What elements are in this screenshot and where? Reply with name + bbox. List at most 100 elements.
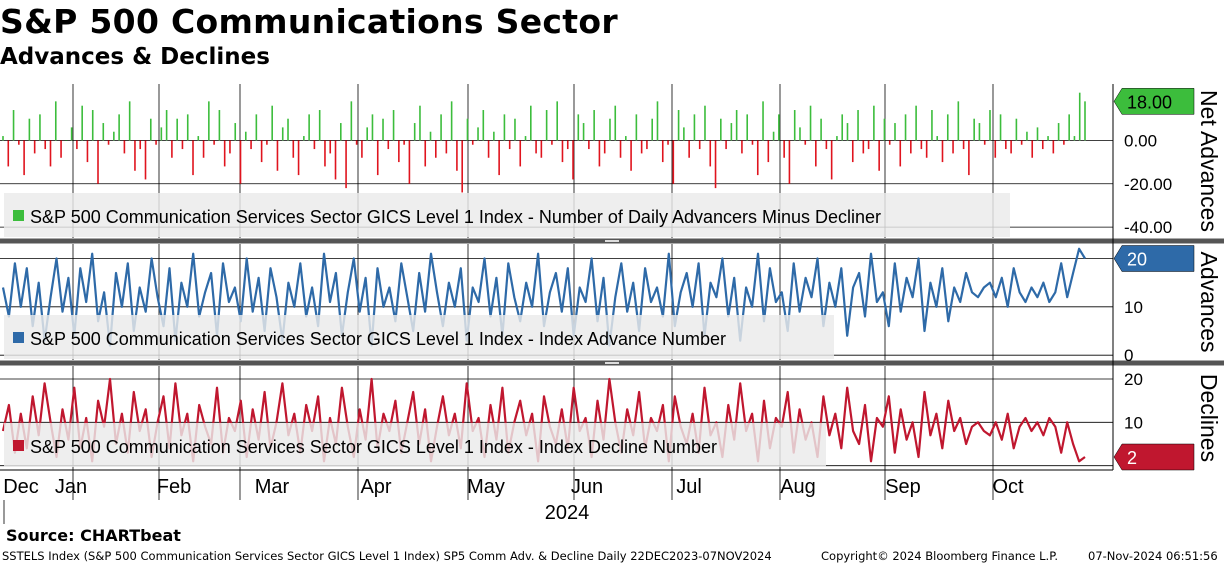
net-bar: [44, 140, 47, 150]
net-bar: [308, 114, 310, 141]
net-bar: [498, 140, 500, 176]
net-bar: [260, 140, 263, 163]
panel-resize-handle: [605, 240, 619, 242]
net-bar: [836, 136, 838, 141]
x-month-label: Jun: [571, 476, 603, 498]
net-bar: [7, 140, 10, 167]
net-bar: [878, 140, 880, 171]
net-bar: [688, 140, 690, 158]
net-bar: [572, 140, 574, 180]
net-bar: [741, 140, 743, 154]
net-bar: [60, 140, 62, 158]
last-value-label: 2: [1127, 448, 1137, 468]
net-bar: [551, 140, 553, 145]
net-bar: [651, 118, 653, 141]
net-bar: [366, 127, 368, 141]
net-bar: [1010, 140, 1012, 154]
net-bar: [102, 123, 105, 141]
net-bar: [339, 123, 342, 141]
net-bar: [978, 123, 981, 141]
net-bar: [313, 140, 316, 150]
net-bar: [920, 140, 923, 150]
net-bar: [619, 140, 622, 158]
net-bar: [672, 140, 675, 184]
legend-label: S&P 500 Communication Services Sector GI…: [30, 207, 881, 227]
net-bar: [324, 140, 326, 167]
net-bar: [91, 110, 94, 141]
last-value-tag: [1113, 88, 1195, 115]
net-bar: [345, 140, 347, 189]
net-bar: [408, 140, 411, 184]
net-bar: [435, 140, 437, 158]
net-bar: [1063, 140, 1065, 145]
legend-box: [4, 193, 1010, 237]
net-bar: [440, 114, 442, 141]
net-bar: [350, 101, 353, 141]
net-bar: [392, 110, 395, 141]
net-bar: [609, 118, 611, 141]
net-bar: [841, 114, 844, 141]
net-bar: [994, 140, 997, 158]
footer-copyright: Copyright© 2024 Bloomberg Finance L.P.: [821, 549, 1058, 563]
net-bar: [382, 118, 384, 141]
footer-timestamp: 07-Nov-2024 06:51:56: [1088, 549, 1218, 563]
y-tick-label: -40.00: [1124, 218, 1172, 237]
net-bar: [577, 114, 580, 141]
net-bar: [804, 140, 807, 145]
net-bar: [218, 110, 221, 141]
net-bar: [946, 114, 949, 141]
net-bar: [1026, 131, 1028, 141]
net-bar: [1073, 136, 1076, 141]
x-month-label: May: [467, 476, 505, 498]
net-bar: [614, 105, 617, 141]
legend-box: [4, 315, 834, 359]
net-bar: [704, 105, 706, 141]
chart-subtitle: Advances & Declines: [0, 44, 270, 70]
net-bar: [661, 140, 664, 163]
net-bar: [250, 140, 252, 150]
source-label: Source: CHARTbeat: [6, 526, 181, 545]
net-bar: [287, 118, 289, 141]
net-bar: [361, 140, 363, 158]
net-bar: [181, 140, 184, 150]
x-month-label: Jul: [676, 476, 702, 498]
net-bar: [271, 105, 273, 141]
net-bar: [825, 140, 828, 150]
net-bar: [820, 118, 822, 141]
net-bar: [646, 140, 648, 150]
net-bar: [888, 140, 891, 145]
net-bar: [318, 110, 321, 141]
net-bar: [165, 110, 168, 141]
legend-box: [4, 423, 826, 467]
x-month-label: Mar: [255, 476, 290, 498]
net-bar: [176, 118, 178, 141]
net-bar: [461, 140, 463, 193]
net-bar: [134, 140, 136, 171]
net-bar: [1031, 140, 1034, 158]
net-bar: [519, 140, 522, 167]
net-bar: [387, 140, 390, 150]
net-bar: [788, 140, 791, 184]
net-bar: [735, 110, 738, 141]
net-bar: [503, 114, 506, 141]
last-value-label: 18.00: [1127, 92, 1172, 112]
net-bar: [97, 140, 99, 184]
net-bar: [171, 140, 173, 158]
net-bar: [186, 114, 189, 141]
net-bar: [76, 140, 78, 150]
net-bar: [1052, 140, 1055, 154]
net-bar: [39, 114, 41, 141]
net-bar: [70, 127, 73, 141]
net-bar: [899, 140, 902, 167]
net-bar: [767, 140, 770, 163]
legend-swatch: [13, 210, 24, 221]
footer-description: SSTELS Index (S&P 500 Communication Serv…: [2, 549, 772, 563]
net-bar: [398, 140, 400, 163]
net-bar: [355, 140, 358, 145]
net-bar: [477, 127, 479, 141]
net-bar: [593, 110, 595, 141]
net-bar: [303, 136, 305, 141]
net-bar: [482, 110, 485, 141]
net-bar: [18, 140, 20, 145]
net-bar: [1047, 136, 1049, 141]
